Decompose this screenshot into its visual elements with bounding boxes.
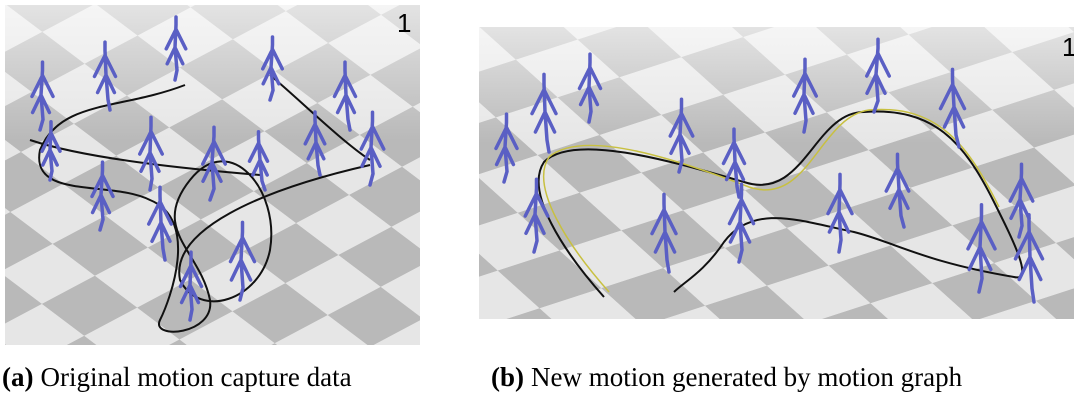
- panel-b-image: 1: [474, 22, 1074, 322]
- panel-a-image: 1: [0, 0, 425, 350]
- caption-label: (b): [491, 362, 524, 392]
- caption-text: Original motion capture data: [40, 362, 351, 392]
- caption-a: (a)Original motion capture data: [2, 362, 352, 393]
- floor-fade: [479, 27, 1074, 319]
- caption-label: (a): [2, 362, 33, 392]
- panel-number: 1: [1062, 32, 1074, 62]
- caption-text: New motion generated by motion graph: [531, 362, 962, 392]
- caption-b: (b)New motion generated by motion graph: [491, 362, 962, 393]
- figure-page: 1 1 (a)Original motion capture data (b)N…: [0, 0, 1074, 420]
- panel-number: 1: [397, 8, 411, 38]
